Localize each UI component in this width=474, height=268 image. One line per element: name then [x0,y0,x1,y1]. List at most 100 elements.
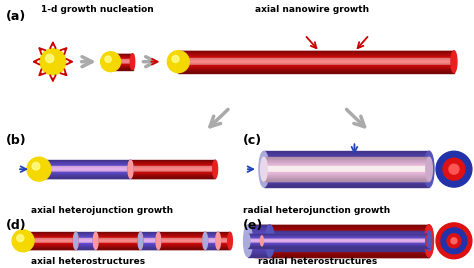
Bar [39,167,130,168]
Bar [256,243,429,244]
Bar [256,244,429,245]
Bar [254,249,429,250]
Bar [256,229,429,230]
Bar [256,242,429,243]
Bar [39,176,130,177]
Bar [96,235,140,236]
Bar [256,239,429,240]
Ellipse shape [261,157,267,181]
Bar [39,172,130,173]
Ellipse shape [109,54,113,70]
Bar [76,246,96,247]
Bar [178,57,454,58]
Bar [254,242,429,243]
Bar [130,162,215,163]
Text: (a): (a) [6,10,27,23]
Bar [178,69,454,70]
Bar [264,180,429,181]
Bar [158,243,205,244]
Ellipse shape [265,225,274,257]
Bar [264,176,429,177]
Bar [23,246,76,247]
Bar [264,173,429,174]
Bar [178,56,454,57]
Circle shape [436,151,472,187]
Bar [248,234,429,235]
Bar [158,232,205,233]
Bar [256,234,429,235]
Text: radial heterojunction growth: radial heterojunction growth [243,206,390,215]
Bar [248,238,270,239]
Circle shape [12,230,34,252]
Bar [130,160,215,161]
Ellipse shape [36,160,41,178]
Bar [248,255,270,256]
Bar [23,239,76,240]
Bar [248,225,270,226]
Bar [256,256,429,257]
Bar [264,173,429,174]
Bar [256,247,429,248]
Text: axial heterojunction growth: axial heterojunction growth [31,206,173,215]
Bar [76,248,96,249]
Bar [158,248,205,249]
Bar [178,65,454,66]
Bar [76,232,96,233]
Bar [254,231,429,232]
Bar [205,245,218,246]
Bar [76,234,96,235]
Bar [96,243,140,244]
Bar [254,237,429,238]
Bar [254,238,429,239]
Bar [248,248,270,249]
Bar [96,238,140,239]
Bar [178,61,454,62]
Bar [130,165,215,166]
Bar [110,55,133,56]
Text: (d): (d) [6,219,27,232]
Bar [205,235,218,236]
Bar [39,174,130,175]
Bar [23,248,76,249]
Bar [218,233,230,234]
Bar [96,241,140,242]
Bar [96,233,140,234]
Bar [96,245,140,246]
Ellipse shape [451,51,457,73]
Bar [256,232,429,233]
Bar [218,242,230,243]
Bar [264,181,429,182]
Bar [248,237,429,238]
Bar [158,247,205,248]
Text: (c): (c) [243,134,262,147]
Bar [23,244,76,245]
Bar [110,68,133,69]
Bar [248,229,270,230]
Bar [248,249,429,250]
Bar [39,169,130,170]
Bar [248,246,429,247]
Bar [140,232,158,233]
Bar [96,244,140,245]
Bar [110,58,133,59]
Bar [110,64,133,65]
Bar [264,165,429,166]
Bar [256,248,429,249]
Bar [248,254,270,255]
Bar [130,174,215,175]
Bar [158,242,205,243]
Bar [205,248,218,249]
Bar [178,68,454,69]
Ellipse shape [245,231,251,251]
Bar [218,243,230,244]
Bar [264,167,429,168]
Bar [205,236,218,237]
Bar [96,237,140,238]
Bar [254,234,429,235]
Bar [23,237,76,238]
Bar [140,239,158,240]
Bar [254,254,429,255]
Bar [264,182,429,183]
Bar [254,235,429,236]
Bar [130,172,215,173]
